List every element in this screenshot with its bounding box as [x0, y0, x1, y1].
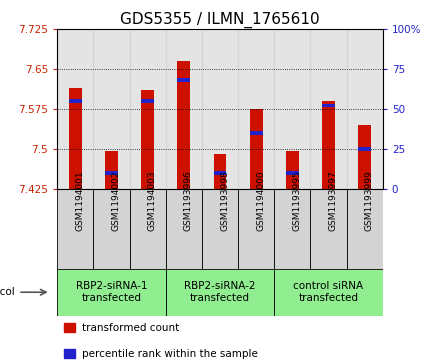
Bar [322, 104, 335, 107]
Text: protocol: protocol [0, 287, 15, 297]
Bar [93, 189, 129, 269]
Text: GSM1194001: GSM1194001 [75, 170, 84, 231]
Text: RBP2-siRNA-2
transfected: RBP2-siRNA-2 transfected [184, 281, 256, 303]
Text: control siRNA
transfected: control siRNA transfected [293, 281, 363, 303]
Bar [274, 29, 311, 189]
Bar [286, 151, 299, 189]
Text: GSM1193996: GSM1193996 [184, 170, 193, 231]
Text: GSM1194003: GSM1194003 [148, 170, 157, 231]
Bar [57, 269, 166, 316]
Text: GSM1193997: GSM1193997 [329, 170, 337, 231]
Bar [166, 269, 274, 316]
Bar [177, 61, 190, 189]
Bar [347, 189, 383, 269]
Bar [166, 189, 202, 269]
Bar [238, 189, 274, 269]
Bar [274, 189, 311, 269]
Bar [105, 171, 118, 175]
Text: GSM1193995: GSM1193995 [292, 170, 301, 231]
Bar [57, 29, 93, 189]
Bar [141, 90, 154, 189]
Bar [166, 29, 202, 189]
Text: GSM1193999: GSM1193999 [365, 170, 374, 231]
Text: RBP2-siRNA-1
transfected: RBP2-siRNA-1 transfected [76, 281, 147, 303]
Bar [347, 29, 383, 189]
Bar [311, 189, 347, 269]
Bar [250, 109, 263, 189]
Bar [129, 29, 166, 189]
Text: percentile rank within the sample: percentile rank within the sample [82, 348, 257, 359]
Bar [274, 269, 383, 316]
Bar [359, 125, 371, 189]
Text: GSM1194000: GSM1194000 [256, 170, 265, 231]
Bar [238, 29, 274, 189]
Bar [250, 131, 263, 135]
Title: GDS5355 / ILMN_1765610: GDS5355 / ILMN_1765610 [120, 12, 320, 28]
Bar [214, 154, 226, 189]
Bar [177, 78, 190, 82]
Bar [69, 99, 82, 103]
Bar [129, 189, 166, 269]
Bar [93, 29, 129, 189]
Bar [322, 101, 335, 189]
Text: GSM1193998: GSM1193998 [220, 170, 229, 231]
Bar [69, 87, 82, 189]
Bar [64, 349, 75, 358]
Bar [105, 151, 118, 189]
Bar [64, 323, 75, 332]
Bar [214, 171, 226, 175]
Text: transformed count: transformed count [82, 323, 179, 333]
Text: GSM1194002: GSM1194002 [111, 171, 121, 231]
Bar [57, 189, 93, 269]
Bar [202, 189, 238, 269]
Bar [359, 147, 371, 151]
Bar [202, 29, 238, 189]
Bar [311, 29, 347, 189]
Bar [286, 171, 299, 175]
Bar [141, 99, 154, 103]
